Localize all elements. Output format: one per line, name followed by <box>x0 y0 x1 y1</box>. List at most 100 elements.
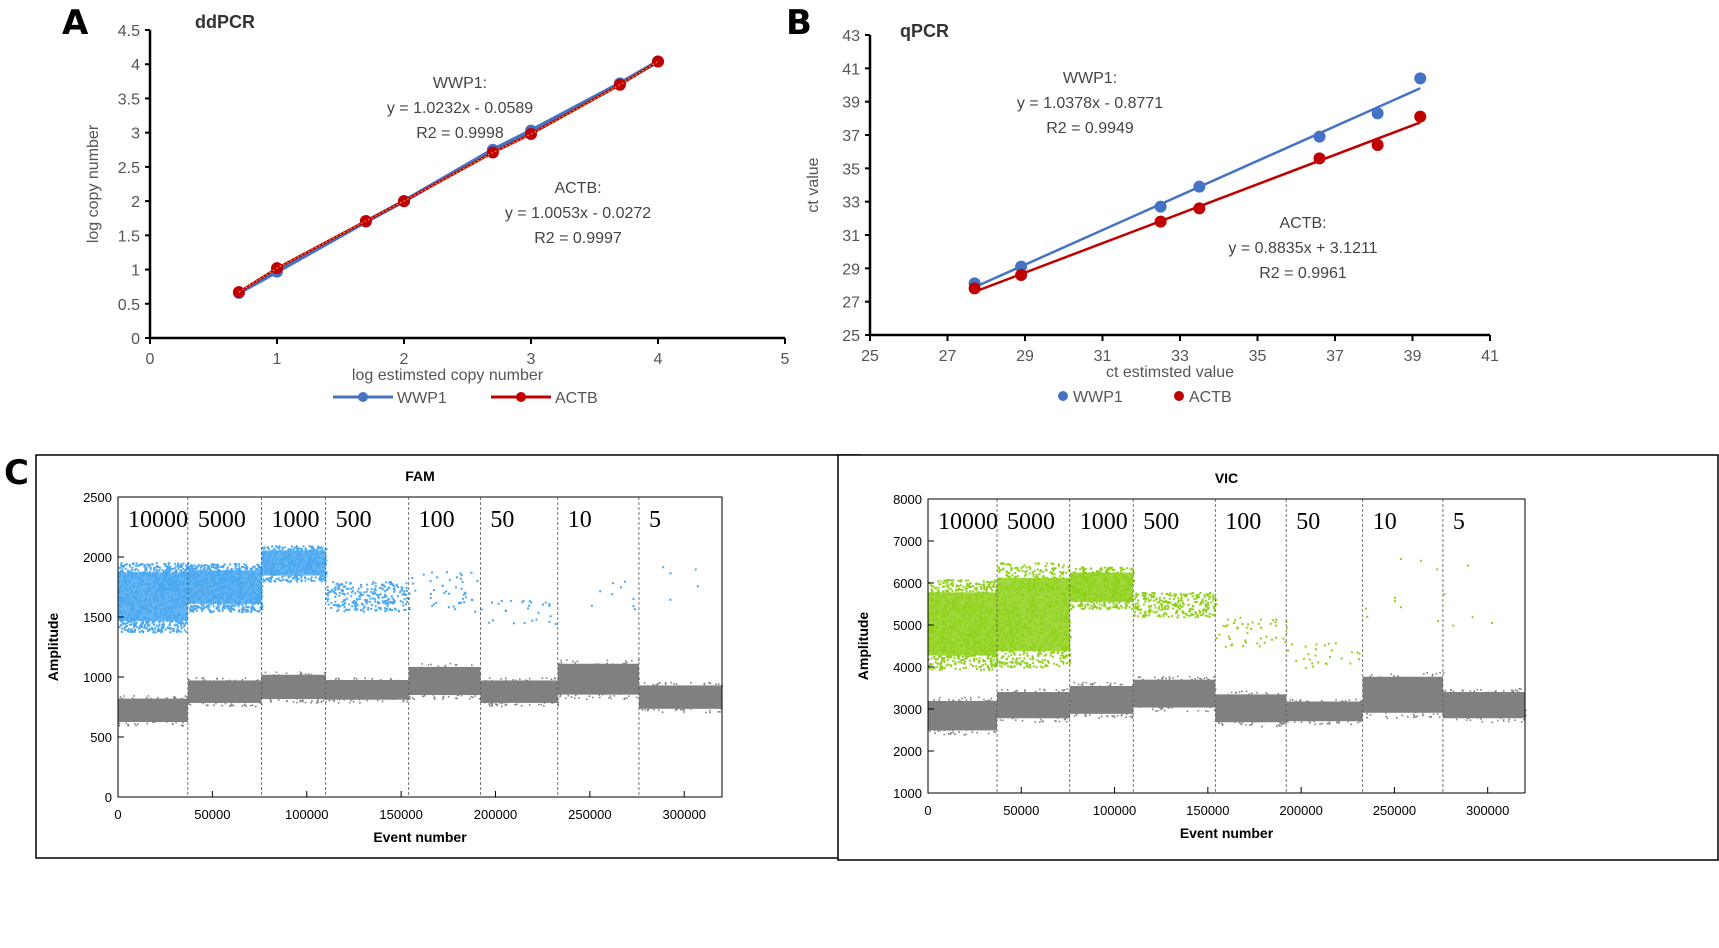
positive-droplet <box>333 587 336 590</box>
positive-droplet <box>554 622 557 625</box>
positive-droplet <box>158 612 161 615</box>
positive-droplet <box>256 573 259 576</box>
positive-droplet <box>959 621 962 624</box>
positive-droplet <box>163 606 166 609</box>
positive-droplet <box>149 583 152 586</box>
positive-droplet <box>194 571 197 574</box>
positive-droplet <box>123 626 126 629</box>
positive-droplet <box>943 634 946 637</box>
negative-droplet <box>184 695 187 697</box>
positive-droplet <box>982 584 985 587</box>
negative-droplet <box>543 702 546 704</box>
positive-droplet <box>946 619 949 622</box>
negative-droplet <box>224 697 227 700</box>
positive-droplet <box>254 575 257 578</box>
positive-droplet <box>223 571 226 574</box>
positive-droplet <box>932 585 935 588</box>
negative-droplet <box>134 723 136 725</box>
positive-droplet <box>233 589 236 592</box>
positive-droplet <box>267 547 270 550</box>
positive-droplet <box>954 667 957 670</box>
negative-cluster <box>638 685 722 709</box>
negative-droplet <box>175 721 177 724</box>
positive-droplet <box>175 570 178 573</box>
negative-droplet <box>382 684 385 687</box>
positive-droplet <box>986 635 989 638</box>
negative-droplet <box>134 718 137 721</box>
positive-droplet <box>150 605 153 608</box>
negative-droplet <box>244 677 247 679</box>
negative-droplet <box>384 697 387 699</box>
negative-droplet <box>525 692 527 694</box>
negative-droplet <box>566 659 568 661</box>
positive-droplet <box>127 612 130 615</box>
positive-droplet <box>273 547 276 550</box>
positive-droplet <box>165 604 168 607</box>
positive-droplet <box>531 619 534 622</box>
negative-droplet <box>406 698 408 701</box>
positive-droplet <box>343 603 346 606</box>
positive-droplet <box>300 575 303 578</box>
positive-droplet <box>962 585 965 588</box>
negative-droplet <box>976 724 979 727</box>
negative-droplet <box>992 728 994 731</box>
positive-droplet <box>170 581 173 584</box>
negative-droplet <box>182 721 184 724</box>
positive-droplet <box>153 566 156 569</box>
positive-droplet <box>201 594 204 597</box>
negative-droplet <box>706 690 709 693</box>
positive-droplet <box>960 597 963 600</box>
negative-droplet <box>598 694 601 696</box>
positive-droplet <box>160 581 163 584</box>
positive-droplet <box>941 637 944 640</box>
positive-droplet <box>127 614 130 617</box>
negative-droplet <box>232 704 235 707</box>
legend-marker <box>1058 391 1068 401</box>
positive-droplet <box>222 593 225 596</box>
negative-droplet <box>528 704 531 706</box>
negative-droplet <box>284 694 286 697</box>
positive-droplet <box>326 600 329 603</box>
positive-droplet <box>173 624 176 627</box>
positive-droplet <box>154 598 157 601</box>
negative-droplet <box>451 671 453 673</box>
positive-droplet <box>144 595 147 598</box>
negative-droplet <box>366 682 369 684</box>
positive-droplet <box>448 592 451 595</box>
positive-droplet <box>237 572 240 575</box>
positive-droplet <box>226 577 229 580</box>
positive-droplet <box>167 596 170 599</box>
positive-droplet <box>983 668 986 671</box>
negative-droplet <box>503 687 505 690</box>
positive-droplet <box>199 568 202 571</box>
positive-droplet <box>528 600 531 603</box>
negative-droplet <box>472 678 474 681</box>
positive-droplet <box>217 606 220 609</box>
positive-droplet <box>274 549 277 552</box>
negative-droplet <box>559 693 562 696</box>
positive-droplet <box>223 576 226 579</box>
positive-droplet <box>979 646 982 649</box>
negative-droplet <box>713 705 715 707</box>
negative-droplet <box>953 726 956 729</box>
positive-droplet <box>446 571 449 574</box>
positive-droplet <box>136 592 139 595</box>
positive-droplet <box>189 564 192 567</box>
negative-droplet <box>326 690 328 693</box>
positive-droplet <box>975 597 978 600</box>
positive-droplet <box>126 621 129 624</box>
positive-droplet <box>169 605 172 608</box>
positive-droplet <box>234 580 237 583</box>
positive-droplet <box>254 609 257 612</box>
positive-droplet <box>939 599 942 602</box>
negative-droplet <box>541 677 544 679</box>
negative-droplet <box>390 678 392 681</box>
negative-droplet <box>969 696 972 699</box>
negative-droplet <box>583 678 585 680</box>
positive-droplet <box>957 584 960 587</box>
negative-droplet <box>357 685 360 688</box>
negative-droplet <box>611 676 613 679</box>
positive-droplet <box>161 623 164 626</box>
positive-droplet <box>944 624 947 627</box>
negative-droplet <box>243 704 246 707</box>
